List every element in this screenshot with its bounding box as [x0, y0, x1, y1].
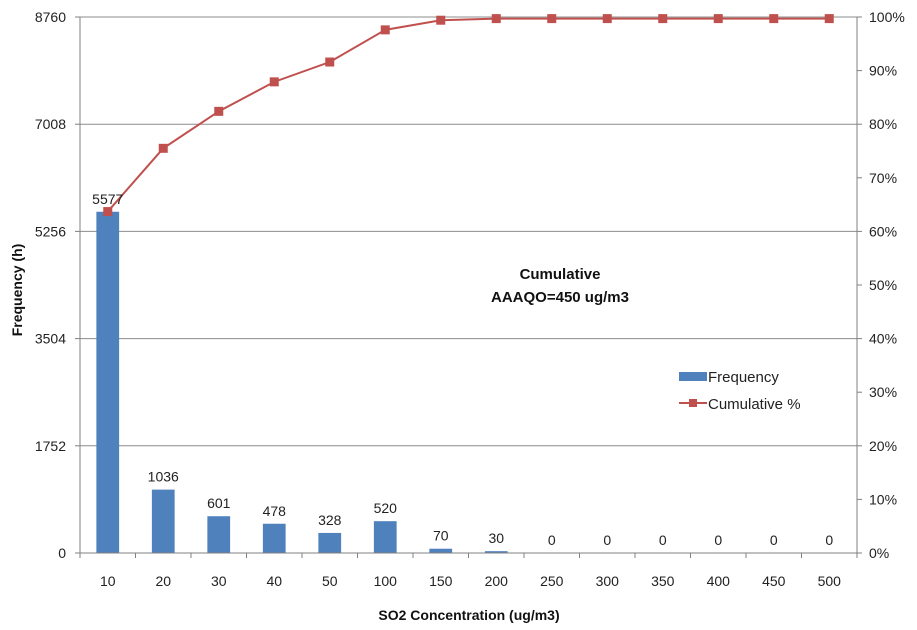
- y2-tick-label: 20%: [869, 438, 897, 454]
- cumulative-point-50: [325, 57, 335, 67]
- x-tick-labels: 10 20 30 40 50 100 150 200 250 300 350 400 450 500: [100, 573, 841, 589]
- bar-150: [429, 548, 453, 553]
- x-tick-label: 350: [651, 573, 675, 589]
- data-label-10: 5577: [92, 191, 123, 207]
- annotation-line-2: AAAQO=450 ug/m3: [491, 289, 629, 306]
- cumulative-line-path: [106, 17, 830, 213]
- annotation-line-1: Cumulative: [520, 266, 601, 283]
- y2-tick-label: 60%: [869, 223, 897, 239]
- data-label-500: 0: [825, 532, 833, 548]
- y-tick-label: 7008: [35, 116, 66, 132]
- line-cumulative: [103, 14, 834, 217]
- bar-100: [373, 521, 397, 553]
- data-label-350: 0: [659, 532, 667, 548]
- legend-label-cumulative: Cumulative %: [708, 396, 801, 413]
- bar-30: [207, 516, 231, 553]
- x-tick-label: 100: [374, 573, 398, 589]
- cumulative-point-400: [713, 14, 723, 24]
- x-tick-label: 40: [266, 573, 282, 589]
- cumulative-point-200: [491, 14, 501, 24]
- data-label-300: 0: [603, 532, 611, 548]
- data-label-450: 0: [770, 532, 778, 548]
- y-tick-label: 8760: [35, 9, 66, 25]
- y2-tick-label: 0%: [869, 545, 889, 561]
- cumulative-point-300: [602, 14, 612, 24]
- y2-tick-label: 70%: [869, 170, 897, 186]
- y-axis-title: Frequency (h): [9, 244, 25, 337]
- x-axis-title: SO2 Concentration (ug/m3): [378, 607, 559, 623]
- data-labels: 5577 1036 601 478 328 520 70 30 0 0 0 0 0 0: [92, 191, 833, 548]
- gridlines: [80, 16, 857, 554]
- data-label-20: 1036: [148, 469, 179, 485]
- y2-tick-label: 50%: [869, 277, 897, 293]
- legend-label-frequency: Frequency: [708, 369, 779, 386]
- data-label-100: 520: [374, 500, 398, 516]
- legend-marker-cumulative: [689, 399, 697, 407]
- y2-tick-label: 100%: [869, 9, 905, 25]
- bar-10: [96, 211, 120, 553]
- x-tick-label: 450: [762, 573, 786, 589]
- y2-tick-label: 90%: [869, 63, 897, 79]
- x-tick-label: 20: [155, 573, 171, 589]
- cumulative-point-250: [547, 14, 557, 24]
- bars-frequency: [96, 211, 508, 553]
- y-tick-label: 3504: [35, 331, 66, 347]
- cumulative-point-350: [658, 14, 668, 24]
- y2-tick-label: 10%: [869, 491, 897, 507]
- legend-swatch-frequency: [679, 372, 707, 381]
- cumulative-point-40: [269, 77, 279, 87]
- data-label-400: 0: [714, 532, 722, 548]
- x-tick-label: 10: [100, 573, 116, 589]
- bar-20: [151, 489, 175, 553]
- y-tick-labels: 0 1752 3504 5256 7008 8760: [35, 9, 66, 561]
- x-tick-label: 30: [211, 573, 227, 589]
- x-tick-label: 400: [707, 573, 731, 589]
- y-tick-label: 0: [58, 545, 66, 561]
- cumulative-point-100: [380, 25, 390, 35]
- axes: [75, 16, 862, 558]
- data-label-50: 328: [318, 512, 342, 528]
- cumulative-point-150: [436, 15, 446, 25]
- x-tick-label: 500: [818, 573, 842, 589]
- cumulative-point-450: [769, 14, 779, 24]
- bar-200: [484, 551, 508, 553]
- cumulative-point-500: [824, 14, 834, 24]
- data-label-30: 601: [207, 495, 231, 511]
- y2-tick-label: 30%: [869, 384, 897, 400]
- y2-tick-label: 80%: [869, 116, 897, 132]
- legend: Frequency Cumulative %: [679, 369, 801, 413]
- x-tick-label: 250: [540, 573, 564, 589]
- y2-tick-labels: 0% 10% 20% 30% 40% 50% 60% 70% 80% 90% 100%: [869, 9, 905, 561]
- y-tick-label: 1752: [35, 438, 66, 454]
- cumulative-point-30: [214, 106, 224, 116]
- x-tick-label: 50: [322, 573, 338, 589]
- x-tick-label: 150: [429, 573, 453, 589]
- y2-tick-label: 40%: [869, 331, 897, 347]
- bar-50: [318, 532, 342, 553]
- data-label-150: 70: [433, 528, 449, 544]
- x-tick-label: 300: [596, 573, 620, 589]
- data-label-40: 478: [263, 503, 287, 519]
- data-label-250: 0: [548, 532, 556, 548]
- y-tick-label: 5256: [35, 223, 66, 239]
- cumulative-point-10: [103, 207, 113, 217]
- x-tick-label: 200: [485, 573, 509, 589]
- cumulative-point-20: [158, 143, 168, 153]
- bar-40: [262, 523, 286, 553]
- data-label-200: 30: [488, 530, 504, 546]
